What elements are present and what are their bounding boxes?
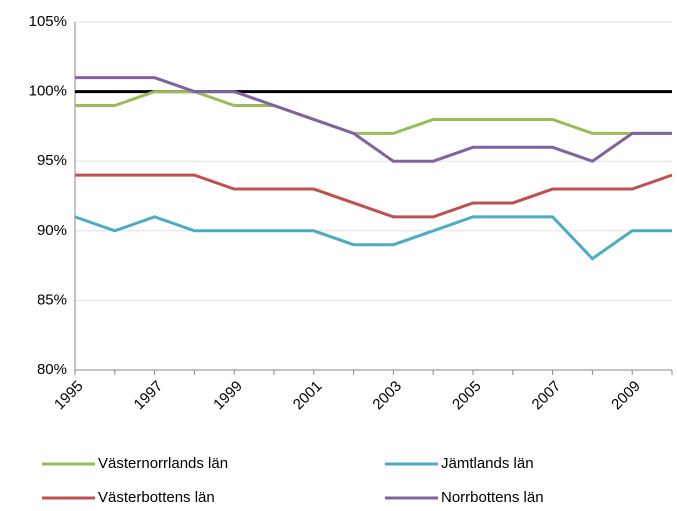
x-tick-label: 2003 bbox=[369, 378, 405, 414]
y-tick-label: 95% bbox=[37, 152, 67, 169]
y-tick-label: 90% bbox=[37, 222, 67, 239]
y-tick-label: 85% bbox=[37, 291, 67, 308]
x-tick-label: 1999 bbox=[210, 378, 246, 414]
series-line bbox=[75, 173, 673, 219]
legend-label: Västerbottens län bbox=[98, 489, 215, 506]
legend-label: Västernorrlands län bbox=[98, 455, 228, 472]
x-tick-label: 1997 bbox=[131, 378, 167, 414]
y-tick-label: 100% bbox=[29, 83, 67, 100]
legend-label: Norrbottens län bbox=[441, 489, 544, 506]
x-tick-label: 2001 bbox=[290, 378, 326, 414]
x-tick-label: 2005 bbox=[449, 378, 485, 414]
x-tick-label: 2007 bbox=[529, 378, 565, 414]
legend-label: Jämtlands län bbox=[441, 455, 534, 472]
x-tick-label: 1995 bbox=[51, 378, 87, 414]
y-tick-label: 105% bbox=[29, 13, 67, 30]
x-tick-label: 2009 bbox=[608, 378, 644, 414]
series-line bbox=[74, 215, 672, 261]
y-tick-label: 80% bbox=[37, 361, 67, 378]
series-line bbox=[75, 76, 672, 163]
series-line bbox=[75, 90, 672, 135]
